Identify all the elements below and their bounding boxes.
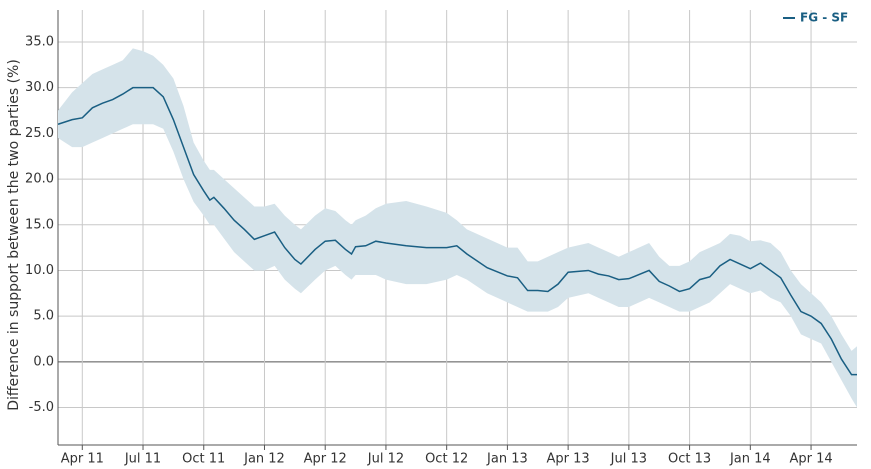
x-tick-label: Oct 12 xyxy=(425,452,468,467)
y-axis-title: Difference in support between the two pa… xyxy=(6,59,22,411)
confidence-band xyxy=(58,48,857,408)
y-tick-label: 20.0 xyxy=(25,172,54,187)
x-tick-label: Apr 11 xyxy=(61,452,104,467)
y-tick-label: -5.0 xyxy=(29,400,54,415)
y-tick-label: 0.0 xyxy=(33,354,54,369)
x-tick-label: Oct 13 xyxy=(668,452,711,467)
legend-label: FG - SF xyxy=(800,11,848,25)
x-tick-label: Apr 14 xyxy=(789,452,832,467)
x-tick-label: Apr 12 xyxy=(304,452,347,467)
y-tick-label: 35.0 xyxy=(25,34,54,49)
y-tick-label: 25.0 xyxy=(25,126,54,141)
x-tick-label: Jan 14 xyxy=(729,452,771,467)
x-tick-label: Apr 13 xyxy=(547,452,590,467)
y-tick-label: 30.0 xyxy=(25,80,54,95)
y-tick-label: 10.0 xyxy=(25,263,54,278)
x-tick-label: Jan 13 xyxy=(486,452,528,467)
x-tick-label: Oct 11 xyxy=(182,452,225,467)
x-tick-label: Jul 12 xyxy=(367,452,404,467)
x-tick-label: Jan 12 xyxy=(243,452,285,467)
y-tick-label: 15.0 xyxy=(25,217,54,232)
x-tick-label: Jul 11 xyxy=(124,452,161,467)
line xyxy=(57,86,857,376)
y-tick-label: 5.0 xyxy=(33,309,54,324)
x-tick-label: Jul 13 xyxy=(610,452,647,467)
